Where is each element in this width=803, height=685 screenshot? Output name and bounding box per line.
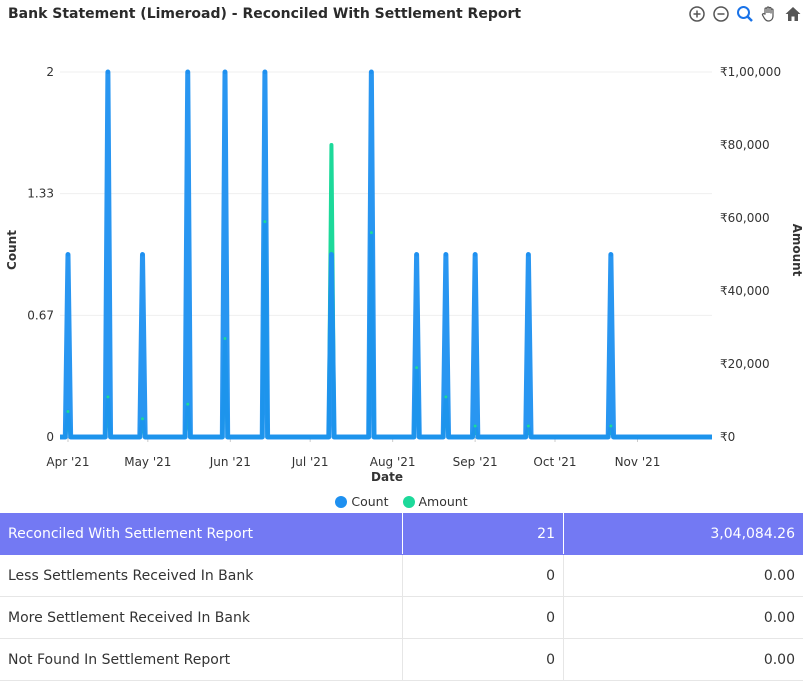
- legend-count[interactable]: Count: [335, 494, 389, 509]
- magnifier-zoom-icon[interactable]: [735, 4, 755, 24]
- x-tick-label: Sep '21: [453, 455, 498, 469]
- amount-point: [66, 409, 70, 413]
- summary-row-label: Reconciled With Settlement Report: [0, 513, 403, 555]
- summary-table: Reconciled With Settlement Report 21 3,0…: [0, 513, 803, 681]
- summary-row-label: Less Settlements Received In Bank: [0, 554, 403, 597]
- summary-row-amount: 0.00: [563, 638, 803, 681]
- count-point: [222, 70, 227, 74]
- legend-count-label: Count: [351, 494, 389, 509]
- amount-point: [263, 220, 267, 224]
- y-tick-label: 2: [46, 65, 54, 79]
- x-axis-title: Date: [371, 470, 403, 484]
- y2-tick-label: ₹0: [720, 430, 735, 444]
- chart-header: Bank Statement (Limeroad) - Reconciled W…: [0, 0, 803, 30]
- y-tick-label: 0: [46, 430, 54, 444]
- y2-tick-label: ₹20,000: [720, 357, 770, 371]
- count-point: [608, 252, 613, 257]
- count-point: [65, 252, 70, 257]
- summary-row-count: 0: [402, 554, 564, 597]
- amount-point: [609, 424, 613, 428]
- chart-title: Bank Statement (Limeroad) - Reconciled W…: [8, 6, 522, 22]
- summary-row-reconciled[interactable]: Reconciled With Settlement Report 21 3,0…: [0, 513, 803, 555]
- pan-hand-icon[interactable]: [759, 4, 779, 24]
- y-tick-label: 0.67: [27, 308, 54, 322]
- x-tick-label: Apr '21: [46, 455, 89, 469]
- zoom-out-icon[interactable]: [711, 4, 731, 24]
- summary-row-count: 21: [402, 513, 564, 555]
- amount-point: [186, 402, 190, 406]
- x-tick-label: Oct '21: [533, 455, 576, 469]
- chart-toolbar: [687, 4, 803, 24]
- amount-point: [473, 424, 477, 428]
- summary-row-not-found[interactable]: Not Found In Settlement Report 0 0.00: [0, 638, 803, 681]
- amount-point: [140, 417, 144, 421]
- amount-point: [106, 395, 110, 399]
- amount-point: [329, 143, 333, 147]
- summary-row-amount: 0.00: [563, 554, 803, 597]
- count-point: [526, 252, 531, 257]
- y-axis-title: Count: [5, 230, 19, 270]
- legend-amount[interactable]: Amount: [402, 494, 468, 509]
- count-point: [369, 70, 374, 74]
- legend-amount-marker: [402, 495, 415, 508]
- amount-point: [444, 395, 448, 399]
- count-point: [185, 70, 190, 74]
- count-point: [473, 252, 478, 257]
- y2-axis-title: Amount: [790, 224, 803, 277]
- summary-row-less-settlements[interactable]: Less Settlements Received In Bank 0 0.00: [0, 554, 803, 597]
- y-tick-label: 1.33: [27, 187, 54, 201]
- amount-point: [415, 366, 419, 370]
- chart-plot: 0 0.67 1.33 2 ₹0 ₹20,000 ₹40,000 ₹60,000 ₹80,000…: [5, 65, 803, 484]
- y2-tick-label: ₹60,000: [720, 211, 770, 225]
- zoom-in-icon[interactable]: [687, 4, 707, 24]
- summary-row-more-settlements[interactable]: More Settlement Received In Bank 0 0.00: [0, 596, 803, 639]
- summary-row-count: 0: [402, 596, 564, 639]
- count-point: [414, 252, 419, 257]
- amount-point: [526, 424, 530, 428]
- count-point: [140, 252, 145, 257]
- count-point: [329, 252, 334, 257]
- summary-row-amount: 0.00: [563, 596, 803, 639]
- y2-tick-label: ₹80,000: [720, 138, 770, 152]
- summary-row-count: 0: [402, 638, 564, 681]
- amount-point: [369, 231, 373, 235]
- count-point: [105, 70, 110, 74]
- y2-tick-label: ₹40,000: [720, 284, 770, 298]
- summary-row-label: More Settlement Received In Bank: [0, 596, 403, 639]
- y2-tick-label: ₹1,00,000: [720, 65, 781, 79]
- x-tick-label: Jun '21: [209, 455, 251, 469]
- chart-legend: Count Amount: [0, 494, 803, 509]
- x-tick-label: Nov '21: [615, 455, 661, 469]
- legend-count-marker: [335, 495, 348, 508]
- count-point: [262, 70, 267, 74]
- x-tick-label: May '21: [124, 455, 171, 469]
- amount-point: [223, 336, 227, 340]
- count-point: [443, 252, 448, 257]
- legend-amount-label: Amount: [418, 494, 468, 509]
- x-tick-label: Jul '21: [291, 455, 329, 469]
- home-reset-icon[interactable]: [783, 4, 803, 24]
- summary-row-amount: 3,04,084.26: [563, 513, 803, 555]
- count-series-line: [60, 69, 712, 440]
- x-tick-label: Aug '21: [370, 455, 416, 469]
- summary-row-label: Not Found In Settlement Report: [0, 638, 403, 681]
